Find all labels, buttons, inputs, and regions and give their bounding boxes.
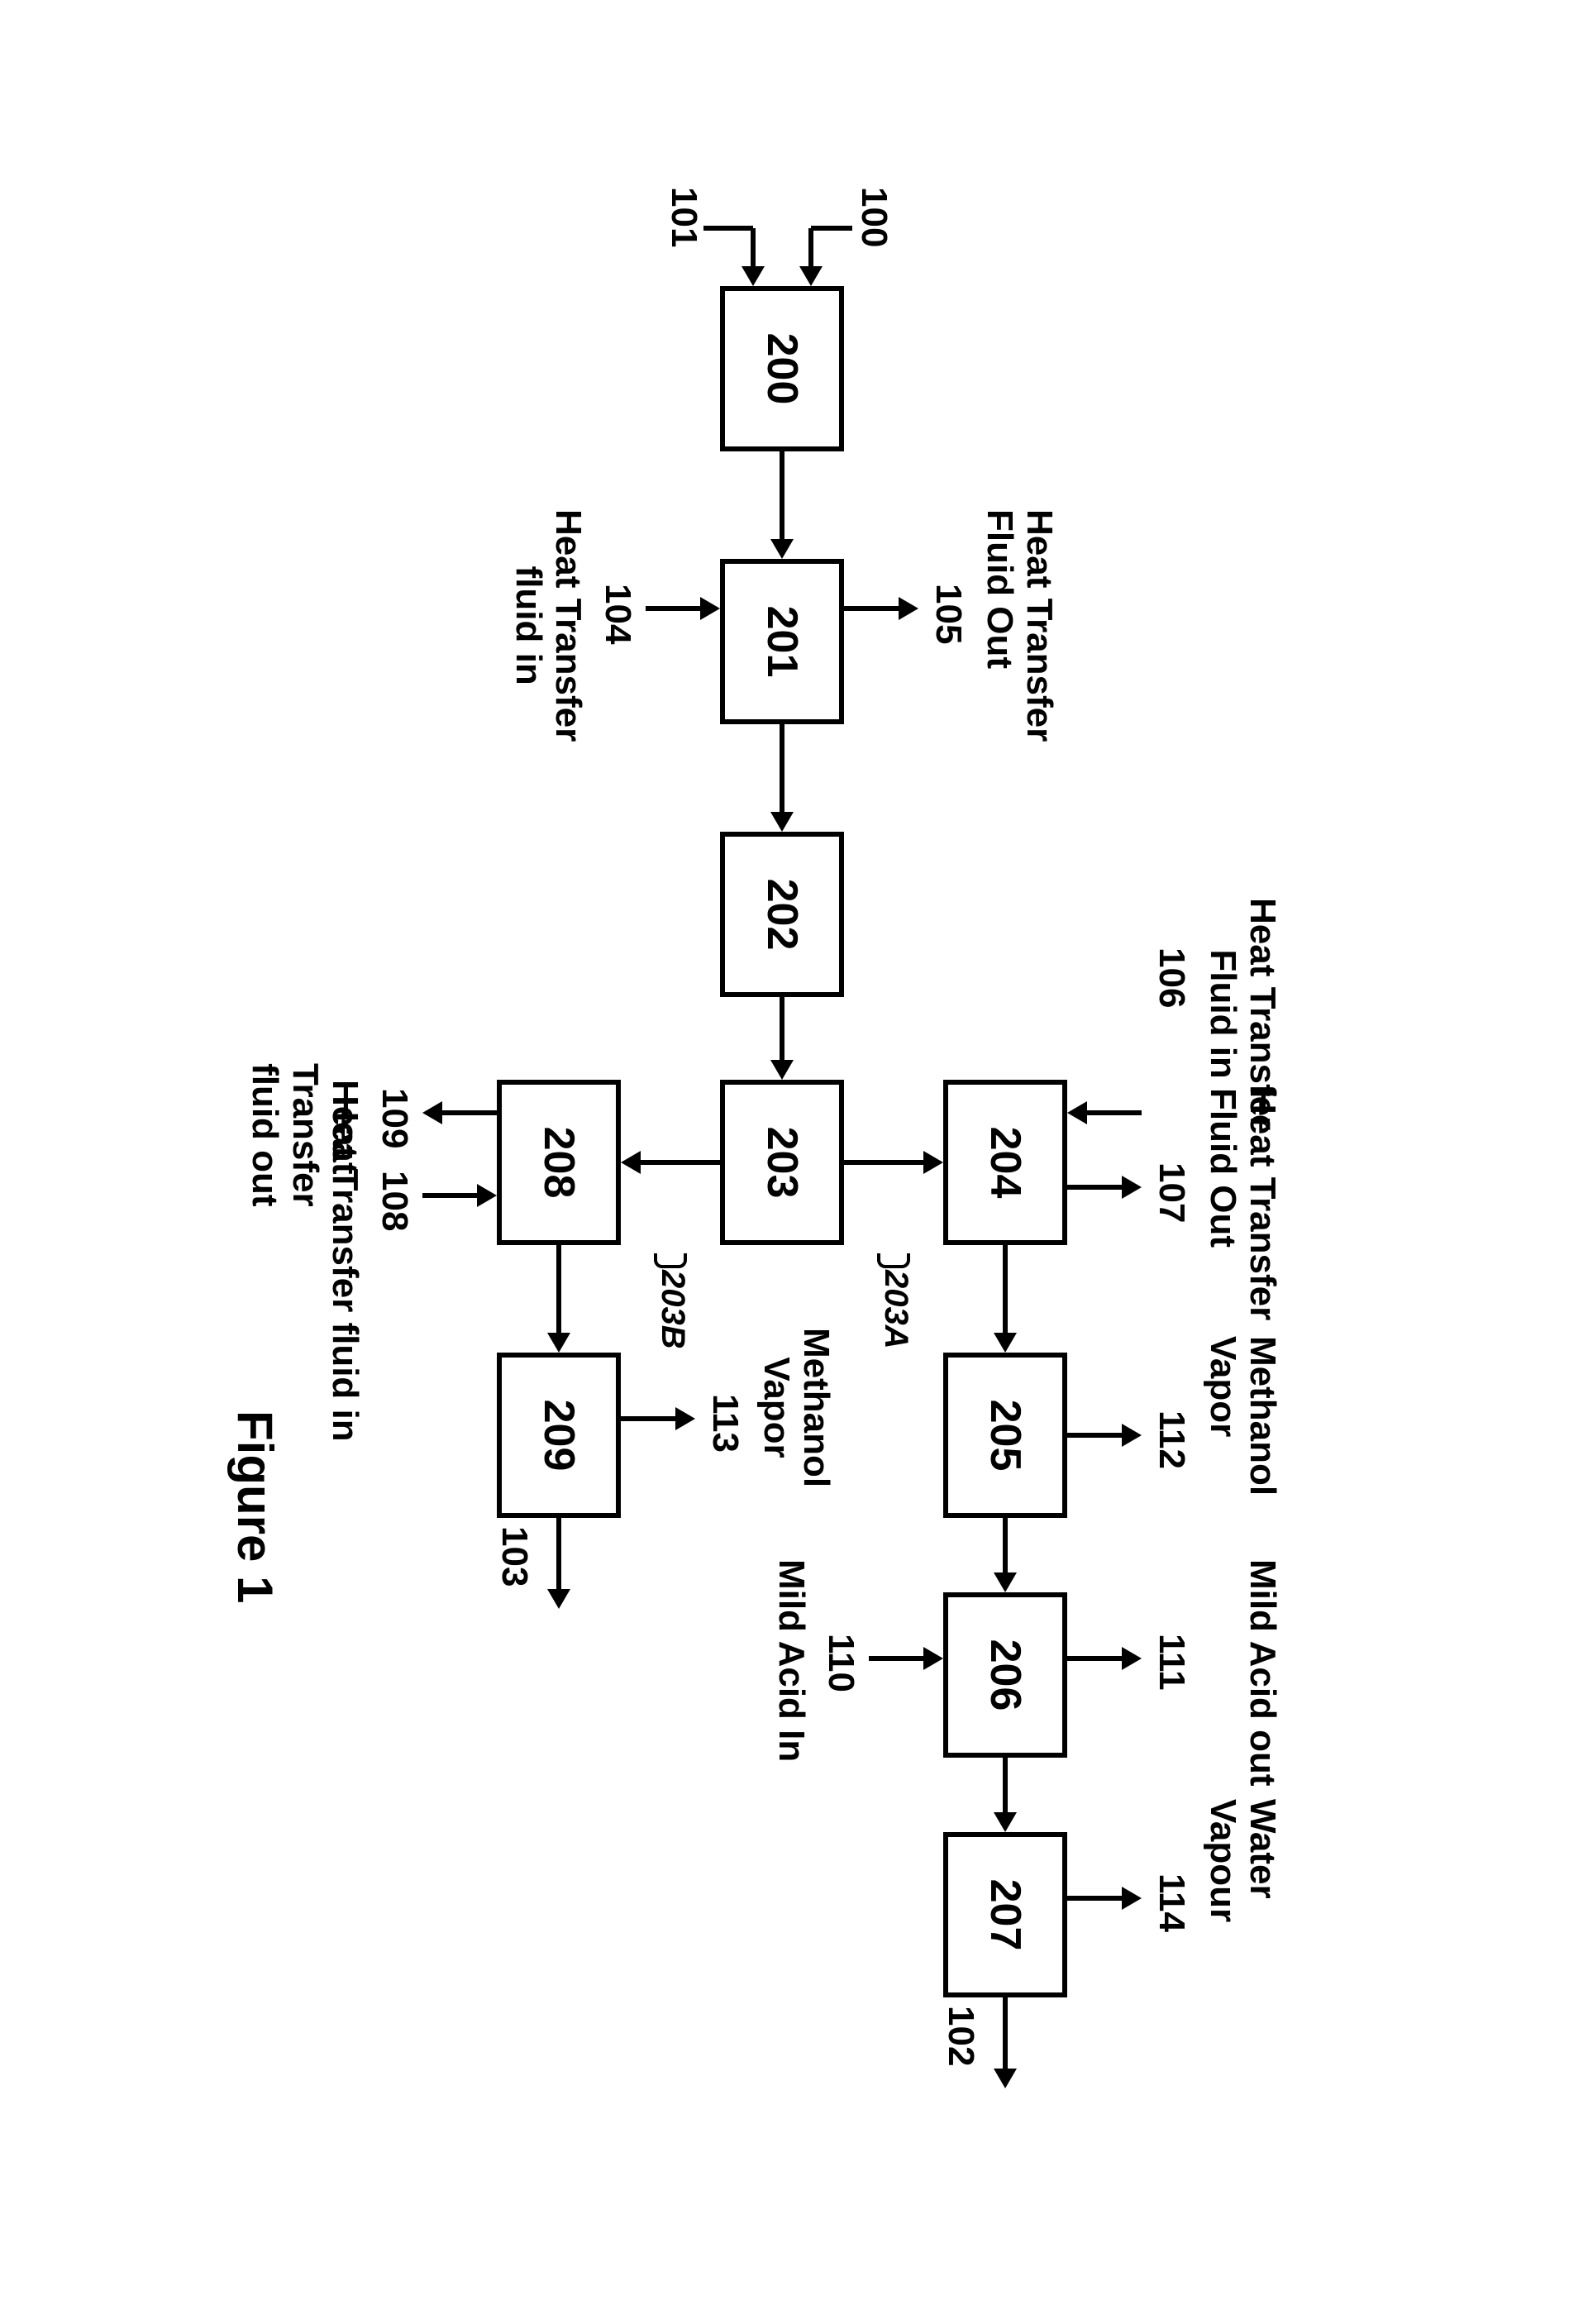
node-205: 205 <box>943 1353 1067 1518</box>
node-200: 200 <box>720 286 844 451</box>
node-204: 204 <box>943 1080 1067 1245</box>
node-209: 209 <box>497 1353 621 1518</box>
node-207: 207 <box>943 1832 1067 1997</box>
node-201: 201 <box>720 559 844 724</box>
node-206: 206 <box>943 1592 1067 1758</box>
node-208: 208 <box>497 1080 621 1245</box>
node-203: 203 <box>720 1080 844 1245</box>
flowchart-diagram: 200201202203204205206207208209100101105H… <box>133 170 1456 2155</box>
node-202: 202 <box>720 832 844 997</box>
